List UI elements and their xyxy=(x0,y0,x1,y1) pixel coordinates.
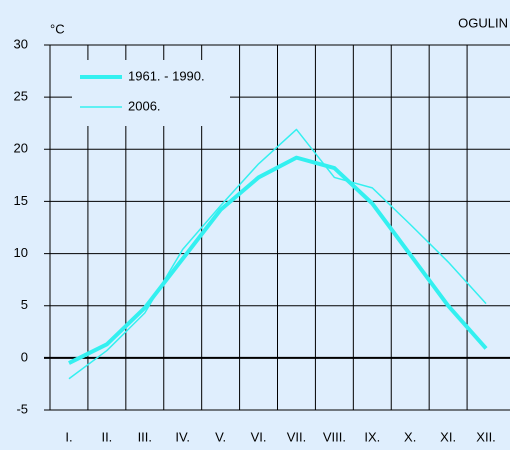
x-tick-label: IV. xyxy=(175,429,190,444)
x-tick-label: VIII. xyxy=(323,429,346,444)
y-tick-label: 30 xyxy=(14,36,28,51)
x-tick-label: XII. xyxy=(476,429,496,444)
y-tick-label: 25 xyxy=(14,89,28,104)
legend-box xyxy=(72,60,230,126)
series-line xyxy=(68,128,487,380)
y-tick-label: 10 xyxy=(14,245,28,260)
x-tick-label: X. xyxy=(404,429,416,444)
y-tick-label: 15 xyxy=(14,193,28,208)
y-axis-label: °C xyxy=(50,21,65,36)
chart-title: OGULIN xyxy=(458,15,508,30)
legend-label: 2006. xyxy=(128,98,161,113)
x-tick-label: I. xyxy=(65,429,72,444)
legend-label: 1961. - 1990. xyxy=(128,68,205,83)
x-tick-label: XI. xyxy=(440,429,456,444)
y-tick-label: 20 xyxy=(14,141,28,156)
y-tick-label: 5 xyxy=(21,297,28,312)
series-line xyxy=(68,155,488,365)
x-tick-label: II. xyxy=(101,429,112,444)
y-tick-label: -5 xyxy=(16,401,28,416)
y-tick-label: 0 xyxy=(21,349,28,364)
x-tick-label: VI. xyxy=(251,429,267,444)
x-tick-label: III. xyxy=(138,429,152,444)
x-tick-label: IX. xyxy=(364,429,380,444)
x-tick-label: V. xyxy=(215,429,226,444)
x-tick-label: VII. xyxy=(287,429,307,444)
